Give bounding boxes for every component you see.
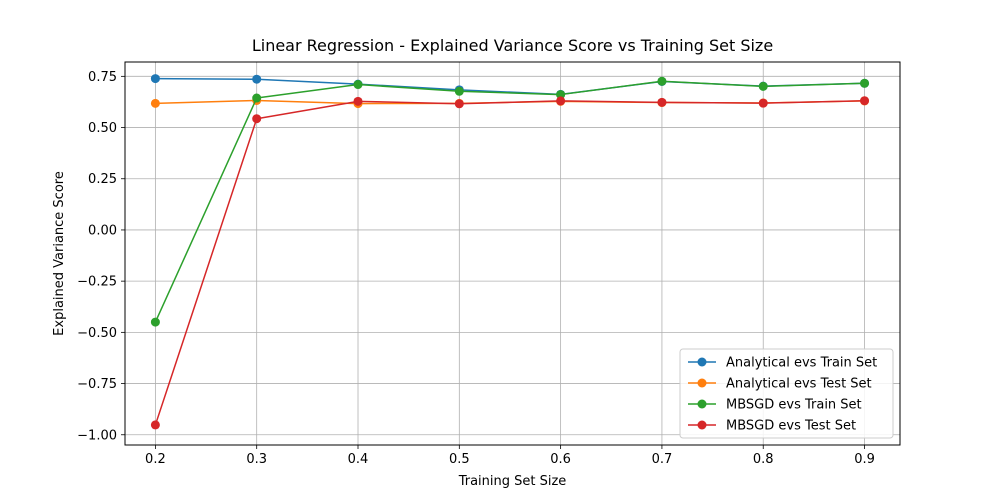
legend-label: Analytical evs Test Set xyxy=(726,377,872,392)
series-line xyxy=(154,80,865,323)
legend-entry: Analytical evs Test Set xyxy=(688,377,872,392)
legend: Analytical evs Train Set Analytical evs T… xyxy=(679,348,894,439)
data-point xyxy=(252,93,262,103)
x-tick-label: 0.4 xyxy=(348,452,369,467)
chart-title: Linear Regression - Explained Variance S… xyxy=(252,36,773,55)
data-point xyxy=(353,80,363,90)
data-point xyxy=(150,74,160,84)
legend-marker xyxy=(697,420,707,430)
legend-entry: Analytical evs Train Set xyxy=(688,356,877,371)
y-tick-label: 0.25 xyxy=(88,172,117,187)
data-point xyxy=(860,96,870,106)
y-tick-label: 0.75 xyxy=(88,70,117,85)
data-point xyxy=(860,78,870,88)
y-tick-label: 0.50 xyxy=(88,121,117,136)
y-tick-label: −0.75 xyxy=(77,377,117,392)
series-line xyxy=(154,99,865,426)
x-tick-label: 0.8 xyxy=(753,452,774,467)
grid-layer xyxy=(125,62,900,445)
x-tick-label: 0.2 xyxy=(145,452,166,467)
x-tick-label: 0.3 xyxy=(246,452,267,467)
y-tick-label: 0.00 xyxy=(88,223,117,238)
x-tick-label: 0.5 xyxy=(449,452,470,467)
y-tick-label: −1.00 xyxy=(77,428,117,443)
data-point xyxy=(758,81,768,91)
series-3 xyxy=(150,76,870,327)
data-point xyxy=(556,90,566,100)
ticks-layer: 0.2 0.3 0.4 0.5 0.6 0.7 0.8 0.9 0.75 0.50 0.25 0.00… xyxy=(77,70,875,467)
legend-entry: MBSGD evs Train Set xyxy=(688,398,862,413)
data-point xyxy=(657,76,667,86)
x-tick-label: 0.7 xyxy=(652,452,673,467)
data-point xyxy=(758,98,768,108)
y-tick-label: −0.50 xyxy=(77,326,117,341)
data-point xyxy=(454,99,464,109)
series-layer xyxy=(150,74,870,430)
legend-label: MBSGD evs Test Set xyxy=(726,419,856,434)
legend-marker xyxy=(697,399,707,409)
plot-frame xyxy=(124,61,901,446)
data-point xyxy=(454,86,464,96)
legend-box xyxy=(679,348,894,439)
data-point xyxy=(150,98,160,108)
legend-label: MBSGD evs Train Set xyxy=(726,398,862,413)
x-tick-label: 0.6 xyxy=(550,452,571,467)
data-point xyxy=(657,97,667,107)
data-point xyxy=(353,96,363,106)
data-point xyxy=(556,96,566,106)
series-4 xyxy=(150,96,870,430)
legend-label: Analytical evs Train Set xyxy=(726,356,877,371)
data-point xyxy=(150,420,160,430)
x-axis-label: Training Set Size xyxy=(458,474,567,489)
legend-marker xyxy=(697,357,707,367)
legend-marker xyxy=(697,378,707,388)
y-tick-label: −0.25 xyxy=(77,275,117,290)
x-tick-label: 0.9 xyxy=(854,452,875,467)
data-point xyxy=(252,114,262,124)
y-axis-label: Explained Variance Score xyxy=(52,171,67,336)
data-point xyxy=(252,74,262,84)
data-point xyxy=(150,317,160,327)
legend-entry: MBSGD evs Test Set xyxy=(688,419,856,434)
